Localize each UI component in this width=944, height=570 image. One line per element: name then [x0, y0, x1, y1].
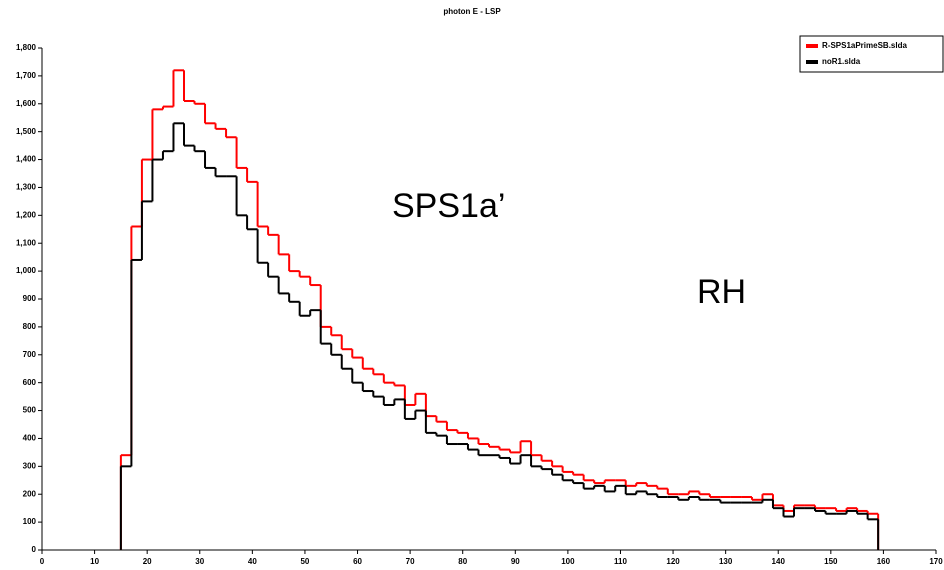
y-tick-label: 800 — [23, 322, 37, 331]
x-tick-label: 20 — [143, 557, 152, 566]
y-tick-label: 500 — [23, 406, 37, 415]
chart-title: photon E - LSP — [443, 7, 501, 16]
y-tick-label: 200 — [23, 489, 37, 498]
x-tick-label: 30 — [195, 557, 204, 566]
x-tick-label: 60 — [353, 557, 362, 566]
y-tick-label: 1,400 — [16, 155, 37, 164]
x-tick-label: 130 — [719, 557, 733, 566]
x-tick-label: 140 — [772, 557, 786, 566]
y-tick-label: 0 — [32, 545, 37, 554]
y-tick-label: 100 — [23, 517, 37, 526]
y-tick-label: 1,800 — [16, 43, 37, 52]
y-tick-label: 600 — [23, 378, 37, 387]
y-tick-label: 1,700 — [16, 71, 37, 80]
x-tick-label: 10 — [90, 557, 99, 566]
y-tick-label: 700 — [23, 350, 37, 359]
x-tick-label: 80 — [458, 557, 467, 566]
x-tick-label: 50 — [300, 557, 309, 566]
y-tick-label: 1,300 — [16, 183, 37, 192]
legend-label: R-SPS1aPrimeSB.slda — [822, 41, 907, 50]
x-tick-label: 150 — [824, 557, 838, 566]
x-tick-label: 0 — [40, 557, 45, 566]
annotation: SPS1a’ — [392, 187, 505, 225]
y-tick-label: 1,000 — [16, 266, 37, 275]
legend-box — [799, 35, 944, 73]
y-tick-label: 900 — [23, 294, 37, 303]
y-tick-label: 1,500 — [16, 127, 37, 136]
legend-label: noR1.slda — [822, 57, 861, 66]
x-tick-label: 160 — [877, 557, 891, 566]
y-tick-label: 1,600 — [16, 99, 37, 108]
y-tick-label: 300 — [23, 461, 37, 470]
x-tick-label: 170 — [929, 557, 943, 566]
x-tick-label: 100 — [561, 557, 575, 566]
x-tick-label: 40 — [248, 557, 257, 566]
y-tick-label: 1,200 — [16, 210, 37, 219]
y-tick-label: 400 — [23, 434, 37, 443]
x-tick-label: 120 — [666, 557, 680, 566]
x-tick-label: 70 — [406, 557, 415, 566]
y-tick-label: 1,100 — [16, 238, 37, 247]
annotation: RH — [697, 273, 746, 311]
x-tick-label: 110 — [614, 557, 627, 566]
x-tick-label: 90 — [511, 557, 520, 566]
